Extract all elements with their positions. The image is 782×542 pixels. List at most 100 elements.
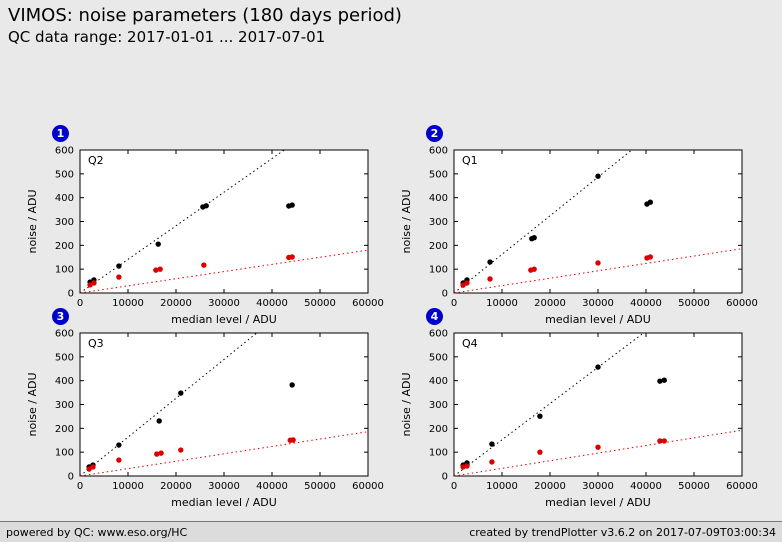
y-tick-label: 400	[55, 376, 74, 387]
red-fit-line	[453, 429, 743, 477]
y-tick-label: 300	[429, 217, 448, 228]
header: VIMOS: noise parameters (180 days period…	[8, 5, 402, 47]
y-axis-label: noise / ADU	[26, 372, 39, 436]
y-tick-label: 300	[55, 400, 74, 411]
data-point	[464, 463, 470, 469]
data-point	[156, 418, 162, 424]
y-tick-label: 300	[55, 217, 74, 228]
y-tick-label: 400	[429, 193, 448, 204]
data-point	[531, 266, 537, 272]
y-tick-label: 0	[68, 472, 74, 483]
y-tick-label: 100	[55, 448, 74, 459]
series-black	[460, 173, 654, 286]
x-tick-label: 40000	[630, 481, 662, 492]
x-tick-label: 40000	[630, 298, 662, 309]
scatter-plot-q4: 0 10000 20000 30000 40000 50000 60000 0 100 200 30…	[400, 329, 758, 510]
x-tick-label: 30000	[582, 481, 614, 492]
data-point	[91, 280, 97, 286]
data-point	[537, 449, 543, 455]
footer-created-by: created by trendPlotter v3.6.2 on 2017-0…	[469, 525, 776, 539]
data-point	[487, 276, 493, 282]
plot-frame	[453, 332, 743, 477]
x-tick-label: 60000	[352, 298, 384, 309]
x-axis-label: median level / ADU	[171, 313, 277, 326]
y-tick-label: 100	[429, 265, 448, 276]
x-tick-label: 10000	[112, 481, 144, 492]
plot-number-badge[interactable]: 1	[52, 125, 69, 142]
data-point	[290, 437, 296, 443]
data-point	[595, 173, 601, 179]
x-tick-label: 20000	[534, 481, 566, 492]
quadrant-label: Q4	[462, 337, 478, 350]
x-tick-label: 50000	[304, 481, 336, 492]
data-point	[178, 447, 184, 453]
x-tick-label: 20000	[534, 298, 566, 309]
series-red	[460, 438, 667, 470]
black-fit-line	[79, 149, 285, 294]
chart-cell-3: 3 0 10000 20000 30000 40000 50000 60000 0 100 200…	[16, 308, 390, 509]
y-tick-label: 0	[68, 289, 74, 300]
y-tick-label: 200	[429, 424, 448, 435]
data-point	[489, 441, 495, 447]
data-point	[178, 390, 184, 396]
data-point	[489, 459, 495, 465]
data-point	[116, 263, 122, 269]
data-point	[647, 199, 654, 205]
data-point	[531, 235, 537, 241]
plot-frame	[453, 149, 743, 294]
data-point	[289, 202, 295, 208]
plot-number-badge[interactable]: 2	[426, 125, 443, 142]
x-tick-label: 30000	[208, 481, 240, 492]
data-point	[116, 442, 122, 448]
scatter-plot-q3: 0 10000 20000 30000 40000 50000 60000 0 100 200 30…	[26, 329, 384, 510]
x-tick-label: 40000	[256, 481, 288, 492]
data-point	[201, 262, 207, 268]
x-tick-label: 30000	[582, 298, 614, 309]
y-tick-label: 300	[429, 400, 448, 411]
y-tick-label: 0	[442, 289, 448, 300]
y-tick-label: 200	[429, 241, 448, 252]
data-point	[657, 378, 663, 384]
quadrant-label: Q2	[88, 154, 104, 167]
data-point	[116, 274, 122, 280]
qc-data-range: QC data range: 2017-01-01 ... 2017-07-01	[8, 28, 326, 46]
data-point	[464, 280, 470, 286]
data-point	[595, 364, 601, 370]
y-tick-label: 100	[429, 448, 448, 459]
series-red	[87, 254, 295, 288]
x-tick-label: 60000	[352, 481, 384, 492]
y-tick-label: 500	[429, 352, 448, 363]
data-point	[661, 438, 667, 444]
x-tick-label: 0	[451, 298, 457, 309]
x-axis-label: median level / ADU	[545, 496, 651, 509]
data-point	[116, 457, 122, 463]
footer-powered-by: powered by QC: www.eso.org/HC	[6, 525, 188, 539]
data-point	[289, 382, 295, 388]
x-tick-label: 60000	[726, 298, 758, 309]
data-point	[154, 451, 160, 457]
scatter-plot-q2: 0 10000 20000 30000 40000 50000 60000 0 100 200 30…	[26, 146, 384, 327]
x-tick-label: 10000	[486, 298, 518, 309]
series-red	[460, 254, 654, 288]
x-tick-label: 50000	[678, 481, 710, 492]
quadrant-label: Q3	[88, 337, 104, 350]
plot-number-badge[interactable]: 4	[426, 308, 443, 325]
x-tick-label: 0	[451, 481, 457, 492]
x-tick-label: 20000	[160, 481, 192, 492]
x-tick-label: 50000	[304, 298, 336, 309]
data-point	[153, 267, 159, 273]
charts-grid: 1 0 10000 20000 30000 40000 50000 60000 0 100 200…	[16, 125, 764, 509]
x-tick-label: 0	[77, 481, 83, 492]
quadrant-label: Q1	[462, 154, 478, 167]
x-tick-label: 40000	[256, 298, 288, 309]
chart-cell-4: 4 0 10000 20000 30000 40000 50000 60000 0 100 200…	[390, 308, 764, 509]
series-red	[86, 437, 296, 472]
y-axis-label: noise / ADU	[26, 189, 39, 253]
y-axis-label: noise / ADU	[400, 372, 413, 436]
footer-statusbar: powered by QC: www.eso.org/HC created by…	[0, 521, 782, 542]
y-tick-label: 500	[55, 352, 74, 363]
y-tick-label: 0	[442, 472, 448, 483]
page-title: VIMOS: noise parameters (180 days period…	[8, 5, 402, 26]
y-tick-label: 400	[55, 193, 74, 204]
plot-number-badge[interactable]: 3	[52, 308, 69, 325]
